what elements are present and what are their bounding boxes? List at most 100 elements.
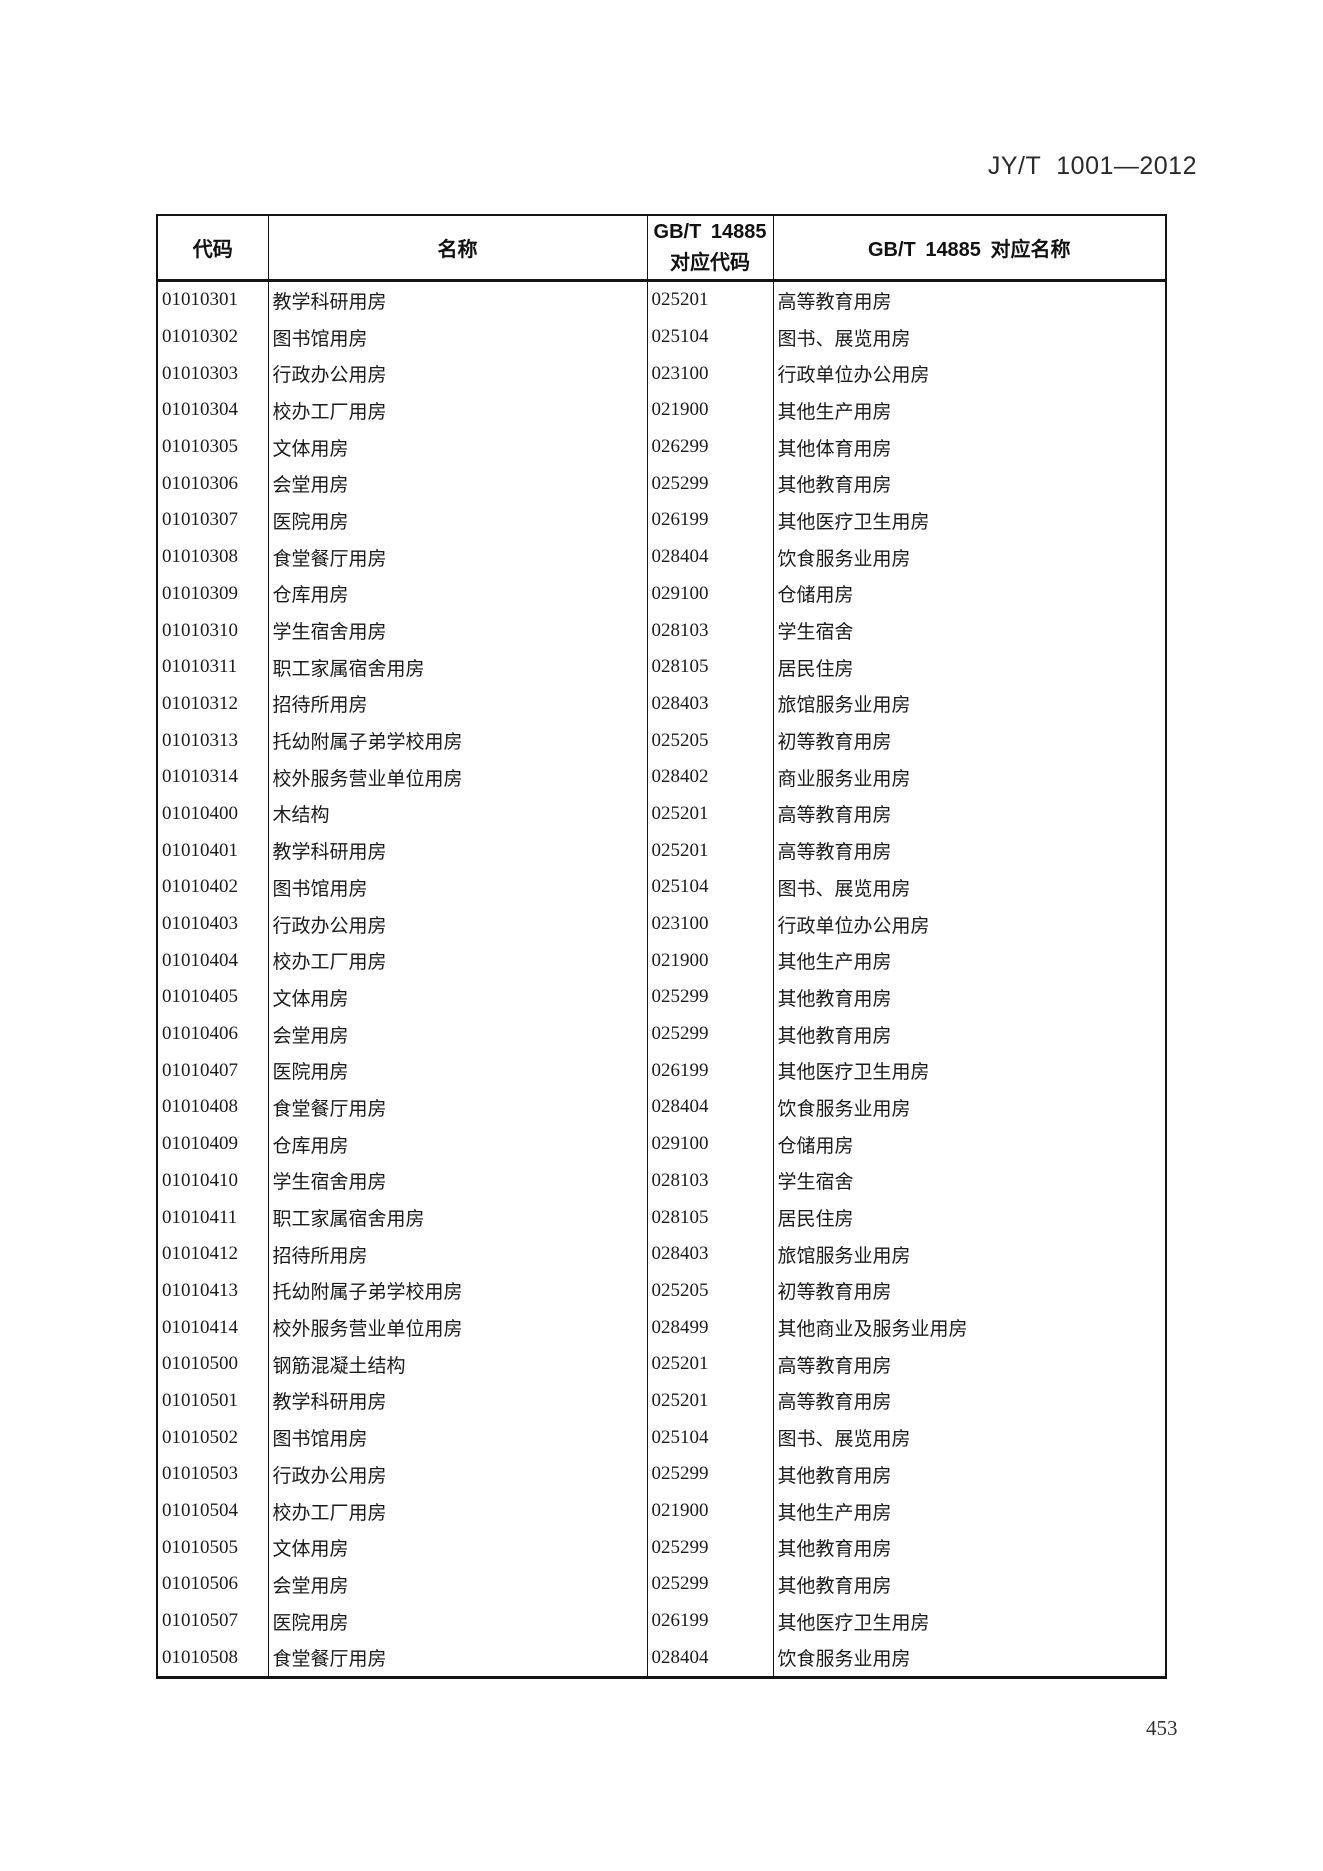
name-cell: 仓库用房 (267, 1125, 647, 1163)
name-cell: 医院用房 (267, 1602, 647, 1640)
table-row: 01010308 食堂餐厅用房 028404 饮食服务业用房 (157, 538, 1166, 576)
table-row: 01010304 校办工厂用房 021900 其他生产用房 (157, 392, 1166, 429)
code-cell: 01010309 (162, 582, 238, 604)
table-row: 01010410 学生宿舍用房 028103 学生宿舍 (157, 1162, 1166, 1200)
gbt-name-cell: 其他生产用房 (772, 392, 1166, 429)
table-row: 01010501 教学科研用房 025201 高等教育用房 (157, 1382, 1166, 1420)
name-cell: 钢筋混凝土结构 (267, 1345, 647, 1383)
gbt-name-cell: 其他医疗卫生用房 (772, 1602, 1166, 1640)
name-cell: 仓库用房 (267, 575, 647, 613)
gbt-name-cell: 初等教育用房 (772, 1272, 1166, 1310)
name-cell: 校办工厂用房 (267, 942, 647, 980)
gbt-code-cell: 025299 (646, 1529, 773, 1567)
gbt-name-cell: 高等教育用房 (772, 832, 1166, 869)
table-row: 01010311 职工家属宿舍用房 028105 居民住房 (157, 648, 1166, 686)
gbt-code-cell: 025205 (646, 722, 773, 759)
table-row: 01010505 文体用房 025299 其他教育用房 (157, 1529, 1166, 1567)
code-cell: 01010310 (162, 619, 238, 641)
name-cell: 食堂餐厅用房 (267, 538, 647, 576)
table-row: 01010407 医院用房 026199 其他医疗卫生用房 (157, 1052, 1166, 1090)
gbt-code-cell: 028403 (646, 685, 773, 723)
code-cell: 01010411 (162, 1206, 238, 1228)
code-cell: 01010304 (162, 399, 238, 421)
gbt-code-cell: 025201 (646, 1382, 773, 1420)
code-cell: 01010500 (162, 1353, 238, 1375)
code-cell: 01010409 (162, 1133, 238, 1155)
header-name: 名称 (267, 215, 647, 282)
table-row: 01010409 仓库用房 029100 仓储用房 (157, 1125, 1166, 1163)
name-cell: 招待所用房 (267, 1235, 647, 1273)
code-cell: 01010311 (162, 656, 238, 678)
gbt-name-cell: 仓储用房 (772, 575, 1166, 613)
name-cell: 教学科研用房 (267, 1382, 647, 1420)
gbt-name-cell: 其他教育用房 (772, 1456, 1166, 1493)
code-cell: 01010401 (162, 839, 238, 861)
gbt-code-cell: 025201 (646, 832, 773, 869)
gbt-name-cell: 其他医疗卫生用房 (772, 502, 1166, 539)
table-row: 01010502 图书馆用房 025104 图书、展览用房 (157, 1419, 1166, 1456)
code-cell: 01010501 (162, 1389, 238, 1411)
table-body: 01010301 教学科研用房 025201 高等教育用房 01010302 图… (157, 280, 1166, 1678)
name-cell: 图书馆用房 (267, 869, 647, 906)
gbt-name-cell: 其他体育用房 (772, 428, 1166, 466)
name-cell: 招待所用房 (267, 685, 647, 723)
table-row: 01010412 招待所用房 028403 旅馆服务业用房 (157, 1235, 1166, 1273)
gbt-name-cell: 高等教育用房 (772, 1345, 1166, 1383)
gbt-code-cell: 025201 (646, 1345, 773, 1383)
gbt-code-cell: 025299 (646, 1456, 773, 1493)
code-cell: 01010403 (162, 913, 238, 935)
name-cell: 医院用房 (267, 1052, 647, 1090)
table-row: 01010301 教学科研用房 025201 高等教育用房 (157, 280, 1166, 319)
gbt-code-cell: 028404 (646, 1089, 773, 1126)
table-row: 01010310 学生宿舍用房 028103 学生宿舍 (157, 612, 1166, 649)
name-cell: 校办工厂用房 (267, 392, 647, 429)
gbt-code-cell: 025205 (646, 1272, 773, 1310)
table-row: 01010506 会堂用房 025299 其他教育用房 (157, 1566, 1166, 1603)
code-cell: 01010504 (162, 1500, 238, 1522)
table-row: 01010408 食堂餐厅用房 028404 饮食服务业用房 (157, 1089, 1166, 1126)
name-cell: 托幼附属子弟学校用房 (267, 722, 647, 759)
table-row: 01010400 木结构 025201 高等教育用房 (157, 795, 1166, 833)
gbt-code-cell: 028404 (646, 538, 773, 576)
code-cell: 01010413 (162, 1279, 238, 1301)
code-cell: 01010302 (162, 326, 238, 348)
gbt-code-cell: 021900 (646, 1492, 773, 1530)
code-cell: 01010505 (162, 1536, 238, 1558)
code-cell: 01010408 (162, 1096, 238, 1118)
code-cell: 01010404 (162, 949, 238, 971)
gbt-code-cell: 029100 (646, 575, 773, 613)
gbt-name-cell: 旅馆服务业用房 (772, 1235, 1166, 1273)
name-cell: 食堂餐厅用房 (267, 1639, 647, 1678)
gbt-code-cell: 025299 (646, 465, 773, 503)
gbt-name-cell: 饮食服务业用房 (772, 538, 1166, 576)
code-cell: 01010414 (162, 1316, 238, 1338)
code-cell: 01010400 (162, 802, 238, 824)
gbt-code-cell: 025299 (646, 1566, 773, 1603)
gbt-name-cell: 其他医疗卫生用房 (772, 1052, 1166, 1090)
code-cell: 01010306 (162, 472, 238, 494)
table-row: 01010402 图书馆用房 025104 图书、展览用房 (157, 869, 1166, 906)
gbt-name-cell: 高等教育用房 (772, 795, 1166, 833)
name-cell: 图书馆用房 (267, 318, 647, 356)
code-cell: 01010412 (162, 1243, 238, 1265)
gbt-name-cell: 居民住房 (772, 1199, 1166, 1236)
code-cell: 01010410 (162, 1169, 238, 1191)
gbt-name-cell: 其他生产用房 (772, 1492, 1166, 1530)
page-number: 453 (1146, 1716, 1178, 1740)
table-row: 01010404 校办工厂用房 021900 其他生产用房 (157, 942, 1166, 980)
name-cell: 行政办公用房 (267, 1456, 647, 1493)
table-row: 01010401 教学科研用房 025201 高等教育用房 (157, 832, 1166, 869)
code-cell: 01010301 (162, 289, 238, 311)
gbt-name-cell: 其他教育用房 (772, 1529, 1166, 1567)
table-row: 01010503 行政办公用房 025299 其他教育用房 (157, 1456, 1166, 1493)
name-cell: 行政办公用房 (267, 905, 647, 943)
code-cell: 01010508 (162, 1646, 238, 1668)
gbt-name-cell: 商业服务业用房 (772, 758, 1166, 796)
name-cell: 学生宿舍用房 (267, 1162, 647, 1200)
gbt-code-cell: 025299 (646, 979, 773, 1016)
table-row: 01010306 会堂用房 025299 其他教育用房 (157, 465, 1166, 503)
name-cell: 教学科研用房 (267, 280, 647, 319)
gbt-name-cell: 图书、展览用房 (772, 869, 1166, 906)
code-mapping-table: 代码 名称 GB/T 14885 对应代码 GB/T 14885 对应名称 01… (156, 214, 1167, 1680)
code-cell: 01010503 (162, 1463, 238, 1485)
